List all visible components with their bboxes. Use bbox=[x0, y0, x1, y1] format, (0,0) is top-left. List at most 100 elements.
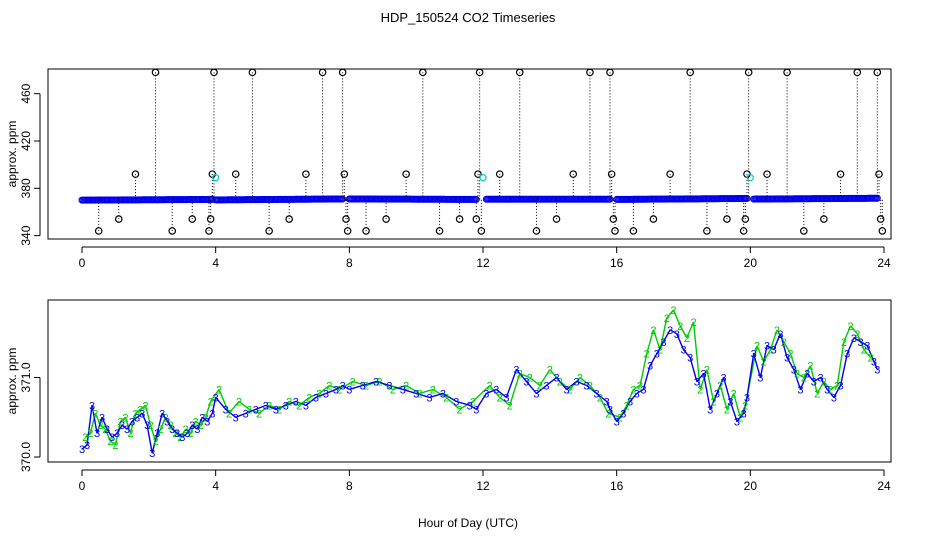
series-2-segment bbox=[405, 384, 420, 395]
flag-point bbox=[338, 68, 347, 77]
series-3-segment bbox=[325, 388, 337, 395]
series-2-segment bbox=[509, 373, 521, 406]
flag-point bbox=[609, 215, 618, 223]
series-3-point: 3 bbox=[687, 353, 693, 365]
series-3-point: 3 bbox=[543, 380, 549, 392]
series-3-segment bbox=[475, 393, 487, 410]
flag-point bbox=[205, 227, 213, 235]
series-2-point: 2 bbox=[183, 424, 189, 436]
series-3-point: 3 bbox=[199, 412, 205, 424]
series-3-segment bbox=[525, 381, 538, 394]
series-3-point: 3 bbox=[124, 424, 130, 436]
series-2-point: 2 bbox=[87, 428, 93, 440]
flag-point bbox=[723, 215, 731, 223]
x-tick-label: 12 bbox=[476, 256, 490, 270]
flag-point bbox=[210, 68, 218, 77]
series-3-point: 3 bbox=[340, 380, 346, 392]
series-3-segment bbox=[689, 357, 698, 382]
series-3-segment bbox=[596, 392, 608, 402]
series-3-point: 3 bbox=[493, 384, 499, 396]
series-2-point: 2 bbox=[193, 416, 199, 428]
x-axis-label: Hour of Day (UTC) bbox=[418, 516, 518, 530]
series-3-point: 3 bbox=[144, 420, 150, 432]
series-2-point: 2 bbox=[834, 380, 840, 392]
series-2-point: 2 bbox=[814, 388, 820, 400]
flag-point bbox=[435, 227, 444, 235]
y-tick-label: 340 bbox=[19, 225, 33, 245]
series-3-segment bbox=[605, 401, 611, 410]
series-2-point: 2 bbox=[487, 380, 493, 392]
series-2-point: 2 bbox=[717, 380, 723, 392]
series-2-point: 2 bbox=[390, 384, 396, 396]
series-3-point: 3 bbox=[734, 416, 740, 428]
series-3-segment bbox=[505, 369, 518, 398]
bottom-plot-frame bbox=[47, 299, 892, 463]
series-2-segment bbox=[579, 376, 591, 387]
series-3-segment bbox=[576, 380, 587, 387]
flag-point bbox=[472, 215, 481, 223]
series-3-point: 3 bbox=[533, 388, 539, 400]
series-2-point: 2 bbox=[152, 436, 158, 448]
series-2-point: 2 bbox=[547, 365, 553, 377]
flag-point bbox=[402, 170, 410, 178]
series-3-point: 3 bbox=[797, 384, 803, 396]
flag-point bbox=[455, 215, 464, 223]
x-tick-label: 8 bbox=[346, 256, 353, 270]
series-3-segment bbox=[186, 424, 193, 434]
reference-point bbox=[479, 174, 487, 182]
series-3-point: 3 bbox=[413, 388, 419, 400]
series-2-segment bbox=[633, 384, 641, 391]
series-3-segment bbox=[86, 405, 93, 446]
series-3-segment bbox=[106, 428, 113, 438]
series-2-point: 2 bbox=[122, 412, 128, 424]
series-2-segment bbox=[769, 329, 778, 350]
series-3-point: 3 bbox=[584, 380, 590, 392]
series-2-point: 2 bbox=[363, 380, 369, 392]
series-2-point: 2 bbox=[742, 400, 748, 412]
top-flag-points bbox=[94, 68, 887, 235]
series-3-point: 3 bbox=[620, 408, 626, 420]
series-2-segment bbox=[803, 365, 812, 378]
series-2-point: 2 bbox=[403, 380, 409, 392]
series-2-segment bbox=[228, 400, 240, 414]
series-2-point: 2 bbox=[226, 408, 232, 420]
series-3-segment bbox=[141, 413, 148, 426]
x-tick-label: 4 bbox=[212, 256, 219, 270]
series-3-segment bbox=[362, 380, 377, 387]
series-3-point: 3 bbox=[189, 420, 195, 432]
series-2-point: 2 bbox=[137, 404, 143, 416]
series-2-point: 2 bbox=[102, 424, 108, 436]
series-2-point: 2 bbox=[173, 428, 179, 440]
flag-point bbox=[739, 227, 748, 235]
flag-point bbox=[763, 170, 771, 178]
series-3-point: 3 bbox=[634, 388, 640, 400]
series-2-point: 2 bbox=[821, 377, 827, 389]
series-3-point: 3 bbox=[139, 408, 145, 420]
series-3-point: 3 bbox=[233, 412, 239, 424]
series-2-point: 2 bbox=[198, 420, 204, 432]
series-3-segment bbox=[515, 369, 527, 382]
x-tick-label: 24 bbox=[877, 256, 891, 270]
series-2-segment bbox=[204, 401, 212, 418]
baseline-point bbox=[472, 195, 480, 203]
series-3-segment bbox=[766, 345, 775, 351]
series-3-point: 3 bbox=[784, 353, 790, 365]
series-2-point: 2 bbox=[167, 420, 173, 432]
series-3-segment bbox=[736, 412, 745, 422]
series-2-segment bbox=[164, 416, 172, 426]
series-2-point: 2 bbox=[807, 361, 813, 373]
series-3-segment bbox=[546, 376, 557, 387]
series-3-segment bbox=[442, 392, 457, 402]
series-2-segment bbox=[159, 417, 167, 430]
series-3-segment bbox=[806, 373, 815, 382]
series-3-point: 3 bbox=[134, 412, 140, 424]
series-3-point: 3 bbox=[851, 333, 857, 345]
flag-point bbox=[532, 227, 541, 235]
series-3-segment bbox=[622, 401, 631, 414]
series-2-point: 2 bbox=[430, 384, 436, 396]
series-3-point: 3 bbox=[721, 373, 727, 385]
series-3-point: 3 bbox=[757, 373, 763, 385]
series-3-point: 3 bbox=[99, 412, 105, 424]
series-2-segment bbox=[238, 400, 250, 410]
